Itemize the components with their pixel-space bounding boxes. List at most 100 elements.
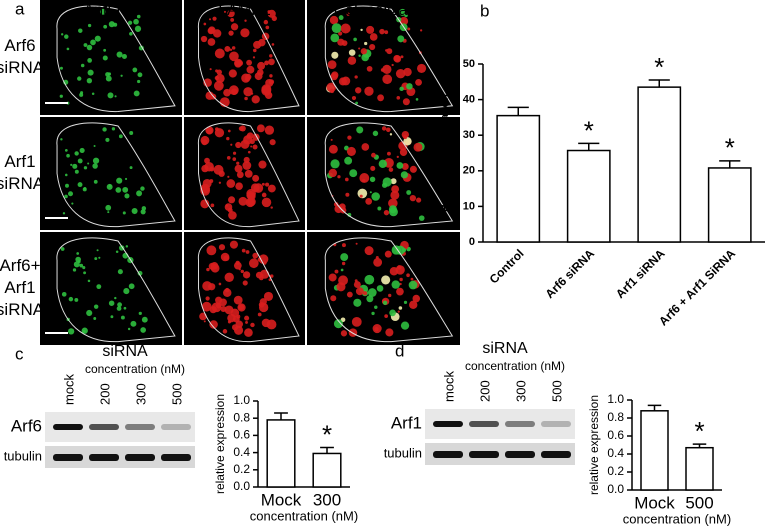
lane-label: 300: [513, 380, 528, 402]
y-tick-label: 1.0: [607, 392, 624, 406]
cell-spot: [269, 54, 273, 58]
micrograph: [184, 0, 305, 115]
cell-spot: [134, 25, 142, 32]
cell-spot: [117, 302, 122, 308]
cell-outline: [198, 5, 300, 113]
cell-spot: [244, 169, 253, 178]
cell-spot: [351, 95, 357, 101]
cell-spot: [74, 151, 79, 156]
cell-spot: [62, 212, 66, 215]
cell-spot: [403, 137, 412, 146]
cell-spot: [132, 67, 138, 73]
cell-spot: [74, 297, 79, 302]
cell-spot: [218, 181, 222, 184]
bar: [496, 114, 541, 243]
significance-marker: *: [694, 416, 704, 446]
bar: [312, 452, 342, 488]
cell-spot: [267, 184, 276, 193]
cell-spot: [402, 134, 408, 140]
cell-spot: [229, 240, 239, 249]
bar: [566, 149, 611, 243]
cell-spot: [210, 203, 215, 208]
cell-spot: [103, 48, 107, 52]
cell-spot: [87, 162, 90, 165]
column-header: Colocalization: [334, 2, 434, 19]
cell-spot: [206, 245, 217, 256]
cell-spot: [218, 244, 226, 251]
cell-spot: [248, 258, 259, 269]
cell-spot: [200, 199, 210, 209]
panel-label: a: [15, 0, 25, 18]
cell-spot: [420, 29, 423, 32]
cell-spot: [207, 38, 216, 46]
cell-spot: [396, 96, 401, 100]
cell-spot: [228, 211, 237, 220]
cell-spot: [359, 173, 370, 183]
cell-spot: [209, 68, 212, 71]
cell-spot: [402, 98, 410, 106]
cell-spot: [102, 55, 108, 61]
cell-spot: [208, 18, 212, 21]
cell-spot: [250, 145, 253, 148]
cell-spot: [93, 317, 97, 320]
cell-spot: [261, 192, 267, 198]
cell-spot: [228, 196, 236, 204]
cell-spot: [61, 33, 64, 36]
cell-spot: [242, 280, 248, 286]
cell-spot: [73, 261, 80, 268]
cell-spot: [365, 197, 373, 205]
cell-spot: [214, 128, 225, 138]
cell-spot: [267, 10, 271, 14]
cell-spot: [355, 87, 362, 94]
cell-spot: [114, 296, 117, 300]
cell-spot: [347, 135, 352, 140]
cell-spot: [351, 316, 362, 327]
cell-spot: [83, 43, 88, 47]
cell-spot: [108, 300, 115, 306]
cell-spot: [360, 28, 363, 32]
cell-spot: [337, 175, 341, 179]
micrograph: [184, 117, 305, 230]
cell-spot: [251, 95, 260, 104]
cell-spot: [270, 274, 274, 278]
cell-spot: [82, 266, 86, 270]
cell-spot: [137, 79, 141, 84]
cell-spot: [346, 291, 353, 298]
cell-spot: [346, 146, 356, 156]
cell-spot: [348, 328, 358, 337]
cell-spot: [341, 40, 348, 46]
cell-spot: [98, 256, 101, 259]
cell-spot: [93, 179, 98, 184]
cell-spot: [223, 10, 227, 13]
y-tick-label: 10: [463, 200, 475, 212]
cell-spot: [230, 23, 239, 31]
bar: [707, 167, 752, 243]
blot-band: [161, 454, 191, 461]
cell-spot: [127, 327, 131, 331]
x-tick-label: 500: [685, 493, 713, 512]
cell-spot: [385, 49, 388, 52]
cell-spot: [124, 193, 130, 199]
cell-spot: [233, 295, 243, 305]
cell-spot: [121, 54, 127, 60]
cell-spot: [399, 148, 408, 156]
x-tick-label: Arf6 siRNA: [542, 246, 597, 301]
cell-spot: [136, 14, 141, 19]
blot-band: [89, 424, 119, 430]
cell-spot: [380, 68, 385, 72]
cell-spot: [129, 31, 133, 36]
cell-spot: [353, 281, 361, 289]
loading-label: tubulin: [4, 448, 42, 463]
y-tick-label: 0.0: [233, 479, 250, 493]
x-axis-label: concentration (nM): [250, 508, 358, 523]
cell-spot: [238, 268, 241, 271]
cell-spot: [110, 315, 114, 319]
cell-spot: [327, 60, 337, 70]
cell-spot: [133, 90, 140, 97]
cell-outline: [324, 122, 454, 228]
cell-spot: [227, 129, 231, 133]
cell-spot: [131, 208, 138, 215]
cell-spot: [252, 144, 258, 150]
cell-spot: [330, 159, 340, 169]
